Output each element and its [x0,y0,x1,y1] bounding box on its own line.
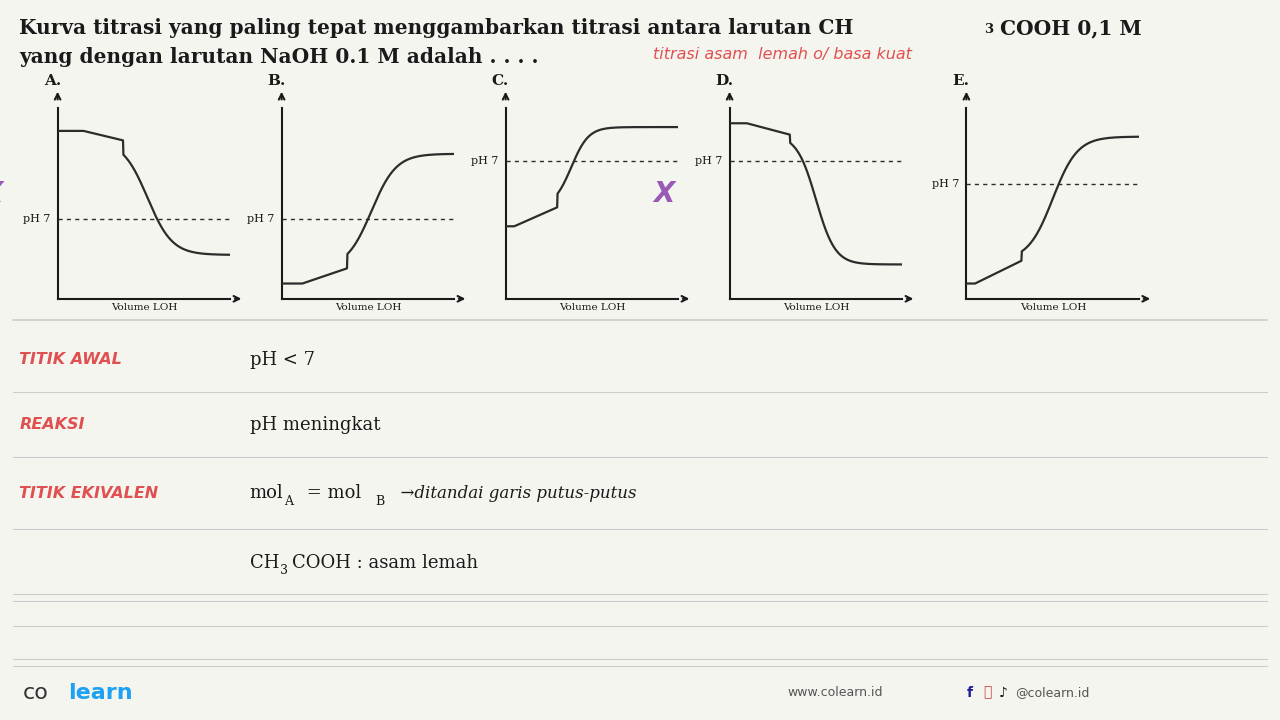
Text: A: A [284,495,293,508]
Text: B.: B. [268,73,287,88]
Text: ♪: ♪ [998,685,1007,700]
Text: pH 7: pH 7 [695,156,723,166]
Text: COOH 0,1 M: COOH 0,1 M [1000,18,1142,38]
Text: pH < 7: pH < 7 [250,351,315,369]
X-axis label: Volume LOH: Volume LOH [111,303,177,312]
Text: Kurva titrasi yang paling tepat menggambarkan titrasi antara larutan CH: Kurva titrasi yang paling tepat menggamb… [19,18,854,38]
Text: pH meningkat: pH meningkat [250,416,380,433]
Text: mol: mol [250,484,283,503]
Text: D.: D. [716,73,733,88]
Text: www.colearn.id: www.colearn.id [787,686,883,699]
Text: X: X [653,180,675,208]
Text: 3: 3 [280,564,288,577]
Text: pH 7: pH 7 [23,214,51,224]
Text: yang dengan larutan NaOH 0.1 M adalah . . . .: yang dengan larutan NaOH 0.1 M adalah . … [19,47,539,67]
Text: →ditandai garis putus-putus: →ditandai garis putus-putus [390,485,637,502]
Text: REAKSI: REAKSI [19,418,84,432]
Text: 3: 3 [984,23,993,36]
Text: @colearn.id: @colearn.id [1015,686,1089,699]
X-axis label: Volume LOH: Volume LOH [559,303,625,312]
X-axis label: Volume LOH: Volume LOH [335,303,401,312]
X-axis label: Volume LOH: Volume LOH [1020,303,1085,312]
Text: COOH : asam lemah: COOH : asam lemah [292,554,477,572]
Text: = mol: = mol [301,484,361,503]
Text: pH 7: pH 7 [247,214,275,224]
Text: C.: C. [492,73,509,88]
Text: TITIK EKIVALEN: TITIK EKIVALEN [19,486,159,500]
Text: learn: learn [68,683,132,703]
Text: A.: A. [44,73,61,88]
Text: TITIK AWAL: TITIK AWAL [19,353,122,367]
Text: pH 7: pH 7 [932,179,960,189]
Text: f: f [966,685,973,700]
Text: CH: CH [250,554,279,572]
Text: pH 7: pH 7 [471,156,499,166]
Text: X: X [0,180,3,208]
Text: ⓞ: ⓞ [983,685,992,700]
Text: B: B [375,495,384,508]
Text: co: co [23,683,49,703]
Text: E.: E. [952,73,969,88]
Text: titrasi asam  lemah o/ basa kuat: titrasi asam lemah o/ basa kuat [653,47,911,62]
X-axis label: Volume LOH: Volume LOH [783,303,849,312]
